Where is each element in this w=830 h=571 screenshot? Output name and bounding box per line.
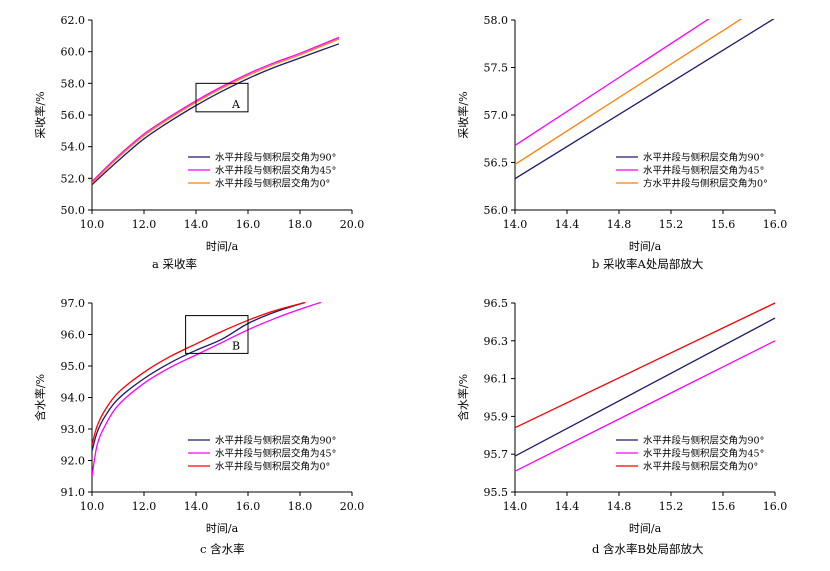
x-axis-label: 时间/a	[206, 240, 239, 253]
x-tick-label: 16.0	[763, 218, 788, 231]
chart-panel-4: 95.5 95.7 95.9 96.1 96.3 96.5 14.0 14.4 14.8 15.2…	[456, 297, 787, 556]
y-tick-label: 57.0	[484, 109, 509, 122]
legend-label: 水平井段与侧积层交角为90°	[643, 435, 764, 447]
zoom-region-box	[195, 82, 249, 113]
chart-panel-2: 56.0 56.5 57.0 57.5 58.0 14.0 14.4 14.8 15.2 15.6…	[456, 14, 787, 271]
x-tick-label: 18.0	[288, 500, 313, 513]
x-tick-label: 18.0	[288, 218, 313, 231]
y-tick-label: 58.0	[484, 14, 509, 27]
x-tick-label: 14.0	[184, 500, 209, 513]
series-line-3	[515, 302, 776, 429]
y-tick-label: 96.3	[484, 335, 509, 348]
series-line-1	[515, 317, 776, 457]
panel-caption: a 采收率	[152, 257, 197, 271]
y-tick-label: 56.5	[484, 157, 509, 170]
y-axis-label: 采收率/%	[456, 91, 470, 138]
chart-panel-3: 91.0 92.0 93.0 94.0 95.0 96.0 97.0 10.0 12.0 14.0…	[33, 297, 364, 556]
y-tick-label: 62.0	[61, 14, 86, 27]
series-line-1	[515, 19, 775, 180]
legend-label: 水平井段与侧积层交角为0°	[643, 461, 758, 473]
y-tick-label: 58.0	[61, 77, 86, 90]
series-line-3	[92, 38, 340, 184]
x-tick-label: 16.0	[236, 218, 261, 231]
x-tick-label: 12.0	[132, 500, 157, 513]
x-tick-label: 14.8	[607, 500, 632, 513]
y-tick-label: 96.1	[484, 373, 509, 386]
legend-label: 水平井段与侧积层交角为45°	[215, 448, 336, 460]
series-line-2	[515, 340, 776, 472]
zoom-region-label: B	[232, 339, 240, 352]
x-tick-label: 15.2	[659, 218, 684, 231]
y-tick-label: 91.0	[61, 486, 86, 499]
x-tick-label: 15.6	[711, 218, 736, 231]
x-tick-label: 14.8	[607, 218, 632, 231]
series-line-2	[515, 19, 710, 146]
x-tick-label: 14.4	[555, 218, 580, 231]
x-tick-label: 15.6	[711, 500, 736, 513]
y-tick-label: 95.7	[484, 448, 509, 461]
x-tick-label: 10.0	[80, 218, 105, 231]
legend-label: 水平井段与侧积层交角为0°	[215, 461, 330, 473]
zoom-region-label: A	[231, 98, 241, 111]
x-tick-label: 10.0	[80, 500, 105, 513]
x-tick-label: 14.4	[555, 500, 580, 513]
legend-label: 水平井段与侧积层交角为45°	[643, 165, 764, 177]
series-line-2	[92, 36, 340, 182]
y-tick-label: 97.0	[61, 297, 86, 310]
series-line-1	[92, 302, 306, 452]
x-tick-label: 16.0	[763, 500, 788, 513]
x-tick-label: 20.0	[340, 500, 365, 513]
y-tick-label: 52.0	[61, 172, 86, 185]
x-tick-label: 15.2	[659, 500, 684, 513]
series-line-1	[92, 43, 340, 186]
x-tick-label: 16.0	[236, 500, 261, 513]
x-axis-label: 时间/a	[206, 522, 239, 535]
x-axis-label: 时间/a	[629, 522, 662, 535]
y-tick-label: 92.0	[61, 455, 86, 468]
panel-caption: c 含水率	[200, 542, 245, 556]
legend-label: 水平井段与侧积层交角为0°	[215, 178, 330, 190]
x-tick-label: 20.0	[340, 218, 365, 231]
y-axis-label: 采收率/%	[33, 91, 47, 138]
y-tick-label: 57.5	[484, 62, 509, 75]
y-tick-label: 56.0	[484, 204, 509, 217]
zoom-region-box	[185, 315, 249, 354]
panel-caption: b 采收率A处局部放大	[592, 257, 704, 271]
legend-label: 水平井段与侧积层交角为45°	[643, 448, 764, 460]
legend-label: 水平井段与侧积层交角为45°	[215, 165, 336, 177]
y-tick-label: 95.0	[61, 360, 86, 373]
x-axis-label: 时间/a	[629, 240, 662, 253]
y-tick-label: 94.0	[61, 392, 86, 405]
y-tick-label: 96.5	[484, 297, 509, 310]
y-tick-label: 50.0	[61, 204, 86, 217]
y-tick-label: 93.0	[61, 423, 86, 436]
legend-label: 水平井段与侧积层交角为90°	[215, 435, 336, 447]
y-tick-label: 54.0	[61, 141, 86, 154]
series-line-2	[92, 302, 321, 477]
x-tick-label: 12.0	[132, 218, 157, 231]
y-tick-label: 60.0	[61, 46, 86, 59]
chart-panel-1: 50.0 52.0 54.0 56.0 58.0 60.0 62.0 10.0 12.0 14.0…	[33, 14, 364, 271]
panel-caption: d 含水率B处局部放大	[592, 542, 704, 556]
series-line-3	[92, 302, 306, 445]
x-tick-label: 14.0	[503, 218, 528, 231]
y-tick-label: 95.9	[484, 410, 509, 423]
y-axis-label: 含水率/%	[33, 374, 47, 421]
legend-label: 水平井段与侧积层交角为90°	[643, 152, 764, 164]
y-tick-label: 95.5	[484, 486, 509, 499]
x-tick-label: 14.0	[184, 218, 209, 231]
y-axis-label: 含水率/%	[456, 374, 470, 421]
y-tick-label: 96.0	[61, 329, 86, 342]
x-tick-label: 14.0	[503, 500, 528, 513]
legend-label: 水平井段与侧积层交角为90°	[215, 152, 336, 164]
legend-label: 方水平井段与侧积层交角为0°	[643, 178, 768, 190]
series-line-3	[515, 19, 743, 165]
y-tick-label: 56.0	[61, 109, 86, 122]
